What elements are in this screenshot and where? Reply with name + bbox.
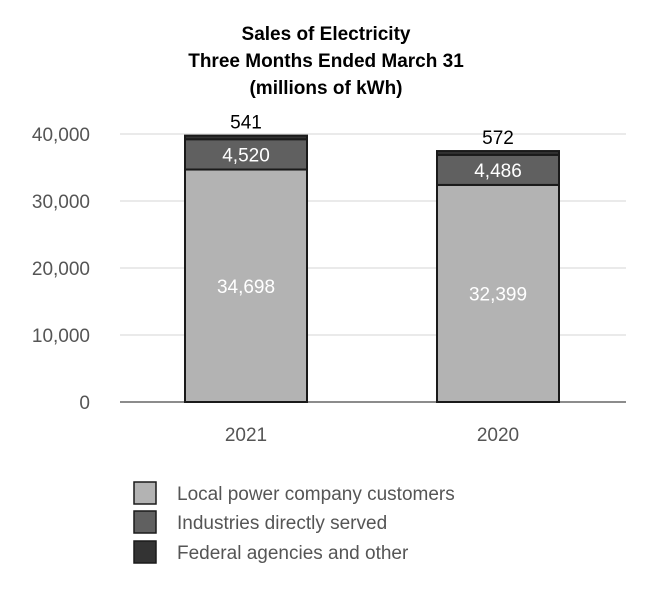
legend-swatch [133, 510, 157, 534]
bar-segment [184, 134, 308, 141]
data-label: 4,520 [222, 145, 270, 166]
bar-segment [184, 138, 308, 171]
legend: Local power company customers Industries … [133, 481, 455, 564]
legend-label: Local power company customers [177, 484, 455, 505]
y-tick-label: 30,000 [32, 192, 90, 213]
legend-label: Federal agencies and other [177, 543, 409, 564]
data-label: 32,399 [469, 284, 527, 305]
y-tick-label: 20,000 [32, 259, 90, 280]
bar-segment [184, 168, 308, 403]
legend-swatch [133, 481, 157, 505]
data-label: 572 [482, 128, 514, 149]
y-tick-label: 0 [79, 393, 90, 414]
data-label: 4,486 [474, 161, 522, 182]
legend-label: Industries directly served [177, 513, 387, 534]
bar-segment [436, 150, 560, 156]
y-tick-label: 40,000 [32, 125, 90, 146]
x-tick-label: 2021 [225, 425, 267, 446]
plot-area: 0 10,000 20,000 30,000 40,000 34,698 4,520 541 2… [32, 113, 626, 446]
chart-title-line-2: Three Months Ended March 31 [188, 51, 464, 72]
chart-title-line-3: (millions of kWh) [249, 78, 402, 99]
data-label: 541 [230, 113, 262, 134]
legend-swatch [133, 540, 157, 564]
x-tick-label: 2020 [477, 425, 519, 446]
y-tick-label: 10,000 [32, 326, 90, 347]
data-label: 34,698 [217, 277, 275, 298]
chart-title-line-1: Sales of Electricity [242, 24, 411, 45]
